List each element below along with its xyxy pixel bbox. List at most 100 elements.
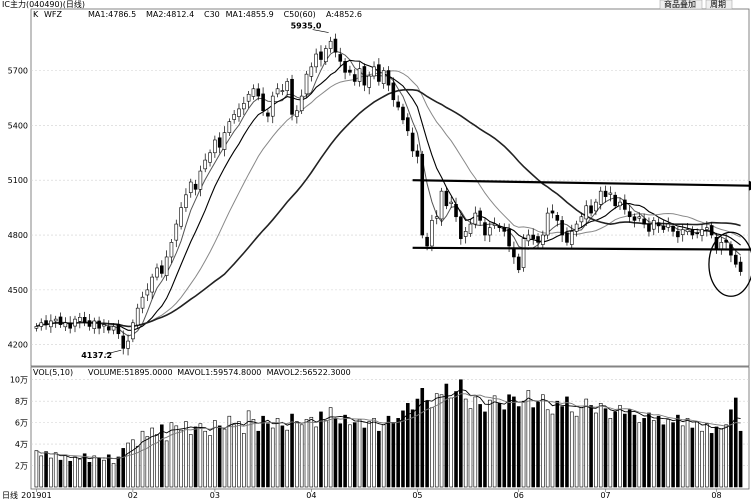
- candle-body: [314, 53, 318, 68]
- volume-bar: [487, 399, 492, 488]
- low-marker-line: [105, 349, 122, 355]
- volume-bar: [121, 448, 126, 488]
- candle-body: [666, 223, 671, 228]
- candle-body: [111, 326, 116, 331]
- candle-body: [377, 64, 381, 82]
- candle-body: [352, 74, 357, 82]
- volume-bar: [160, 424, 164, 488]
- overlay-button-bg[interactable]: [659, 0, 703, 10]
- volume-bar: [714, 426, 719, 488]
- indicator-code: K: [33, 10, 39, 19]
- candle-body: [531, 234, 535, 239]
- candle-body: [391, 82, 396, 101]
- candle-body: [169, 242, 174, 258]
- candle-body: [49, 320, 53, 328]
- moving-averages: [36, 50, 741, 337]
- candle-body: [449, 201, 453, 204]
- ma-legend-item: MA1:4855.9: [226, 10, 274, 19]
- volume-bar: [164, 440, 169, 488]
- volume-bar: [97, 457, 101, 488]
- candle-body: [174, 223, 179, 241]
- candle-body: [492, 223, 497, 226]
- candle-body: [275, 88, 280, 95]
- time-axis: 201901 02 03 04 05 06 07 08: [21, 489, 722, 500]
- volume-bar: [169, 422, 174, 488]
- volume-bar: [155, 434, 159, 488]
- candle-body: [405, 117, 410, 132]
- candle-body: [651, 220, 656, 230]
- volume-bar: [53, 452, 58, 488]
- candle-body: [478, 210, 482, 221]
- volume-bar: [232, 424, 236, 488]
- candle-body: [227, 121, 232, 133]
- candle-body: [656, 222, 661, 227]
- volume-bar: [82, 453, 87, 488]
- time-tick-label: 03: [210, 491, 220, 500]
- volume-bar: [415, 398, 420, 488]
- volume-bar: [502, 409, 507, 488]
- candle-body: [102, 324, 106, 327]
- ma-legend-item: MA1:4786.5: [88, 10, 136, 19]
- volume-bar: [106, 454, 111, 488]
- candle-body: [126, 340, 130, 349]
- mavol2-line: [36, 393, 741, 460]
- volume-bar: [719, 428, 724, 488]
- trend-arrow-line: [412, 179, 750, 187]
- volume-bar: [608, 418, 613, 488]
- volume-tick-label: 8万: [15, 397, 28, 406]
- candle-body: [598, 190, 603, 205]
- volume-bar: [729, 409, 733, 488]
- volume-bar: [425, 400, 429, 488]
- volume-bar: [545, 409, 550, 488]
- ma-legend-item: C50(60): [284, 10, 316, 19]
- price-axis: 5700 5400 5100 4800 4500 4200: [8, 67, 28, 350]
- volume-bar: [92, 455, 97, 488]
- volume-bar: [348, 424, 352, 488]
- candle-body: [463, 231, 468, 237]
- volume-bar: [733, 397, 738, 488]
- candle-body: [695, 232, 699, 235]
- candle-body: [521, 238, 526, 268]
- volume-bar: [213, 420, 217, 488]
- candle-body: [410, 132, 415, 152]
- candle-body: [179, 207, 183, 227]
- candle-body: [338, 54, 343, 62]
- candle-body: [401, 106, 405, 121]
- candle-body: [106, 326, 111, 331]
- volume-bar: [642, 418, 646, 488]
- candle-body: [550, 210, 555, 214]
- time-tick-label: 08: [711, 491, 721, 500]
- candle-body: [705, 227, 709, 230]
- volume-bar: [705, 423, 709, 488]
- price-tick-label: 5100: [8, 176, 28, 185]
- ma-legend: MA1:4786.5 MA2:4812.4 C30 MA1:4855.9 C50(60)…: [88, 10, 362, 19]
- volume-bar: [217, 425, 222, 488]
- volume-bar: [434, 393, 439, 488]
- overlay-button[interactable]: 商品叠加: [664, 0, 696, 9]
- volume-bar: [49, 457, 53, 488]
- candle-body: [222, 132, 227, 150]
- candle-body: [608, 192, 613, 195]
- candle-body: [545, 212, 550, 236]
- candle-body: [290, 78, 294, 115]
- volume-bar: [362, 427, 367, 488]
- volume-bar: [483, 411, 487, 488]
- candle-body: [188, 181, 193, 193]
- candle-body: [584, 205, 589, 220]
- price-tick-label: 4200: [8, 341, 28, 350]
- period-button[interactable]: 周期: [710, 0, 726, 9]
- candle-body: [709, 225, 714, 236]
- candle-body: [613, 194, 617, 207]
- price-tick-label: 4800: [8, 231, 28, 240]
- candle-body: [367, 75, 372, 88]
- volume-bar: [78, 458, 82, 488]
- volume-bar: [304, 419, 309, 488]
- volume-bar: [598, 403, 603, 488]
- period-button-bg[interactable]: [705, 0, 733, 10]
- volume-bar: [709, 433, 714, 488]
- volume-bar: [680, 425, 685, 488]
- price-tick-label: 5400: [8, 121, 28, 130]
- candle-body: [285, 81, 290, 91]
- candle-body: [246, 93, 251, 102]
- volume-bar: [468, 408, 473, 488]
